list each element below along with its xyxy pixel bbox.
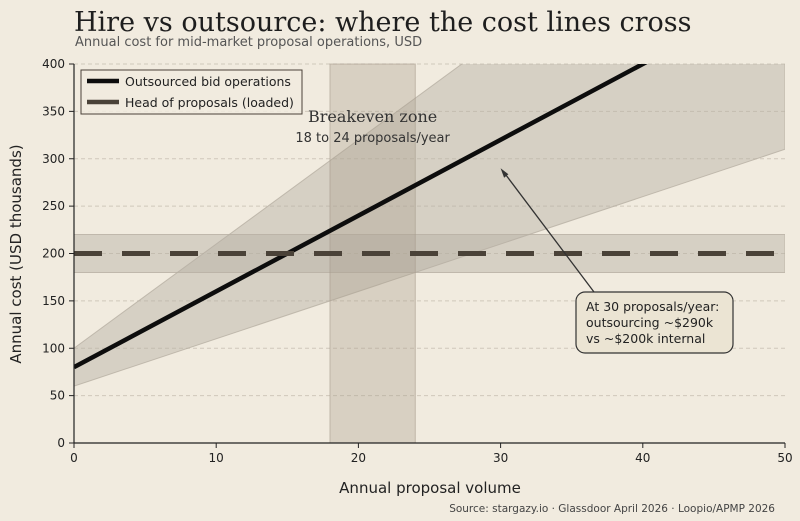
y-tick-label: 50 — [50, 389, 65, 403]
x-axis-label: Annual proposal volume — [339, 479, 521, 497]
callout-box — [575, 291, 734, 354]
y-tick-label: 150 — [42, 294, 65, 308]
y-tick-label: 300 — [42, 152, 65, 166]
series-line-outsourced — [74, 64, 648, 370]
confidence-band-0 — [74, 64, 785, 387]
breakeven-zone-subtitle: 18 to 24 proposals/year — [295, 131, 450, 146]
axes: 0 10 20 30 40 50 0 50 100 150 200 250 300 350 400 — [42, 57, 793, 465]
chart-subtitle: Annual cost for mid-market proposal oper… — [75, 35, 422, 50]
y-tick-label: 400 — [42, 57, 65, 71]
x-tick-label: 0 — [70, 451, 78, 465]
y-tick-label: 100 — [42, 341, 65, 355]
legend-label-outsourced: Outsourced bid operations — [125, 74, 291, 89]
x-tick-label: 10 — [209, 451, 224, 465]
y-tick-label: 0 — [57, 436, 65, 450]
callout: At 30 proposals/year:outsourcing ~$290kv… — [500, 168, 734, 354]
y-tick-label: 250 — [42, 199, 65, 213]
breakeven-zone-title: Breakeven zone — [308, 107, 437, 126]
y-tick-label: 350 — [42, 104, 65, 118]
callout-line: vs ~$200k internal — [586, 331, 705, 346]
callout-line: At 30 proposals/year: — [586, 299, 719, 314]
legend-label-head: Head of proposals (loaded) — [125, 95, 294, 110]
x-tick-label: 20 — [351, 451, 366, 465]
callout-line: outsourcing ~$290k — [586, 315, 714, 330]
plot-area — [74, 63, 785, 444]
chart-title: Hire vs outsource: where the cost lines … — [74, 7, 692, 38]
legend: Outsourced bid operations Head of propos… — [80, 69, 303, 115]
x-tick-label: 40 — [635, 451, 650, 465]
y-axis-label: Annual cost (USD thousands) — [7, 144, 25, 363]
x-tick-label: 50 — [777, 451, 792, 465]
y-tick-label: 200 — [42, 247, 65, 261]
source-note: Source: stargazy.io · Glassdoor April 20… — [449, 503, 775, 515]
series-lines — [74, 64, 785, 370]
legend-box — [80, 69, 303, 115]
callout-arrowhead — [500, 168, 509, 178]
x-tick-label: 30 — [493, 451, 508, 465]
callout-arrow — [504, 172, 595, 293]
